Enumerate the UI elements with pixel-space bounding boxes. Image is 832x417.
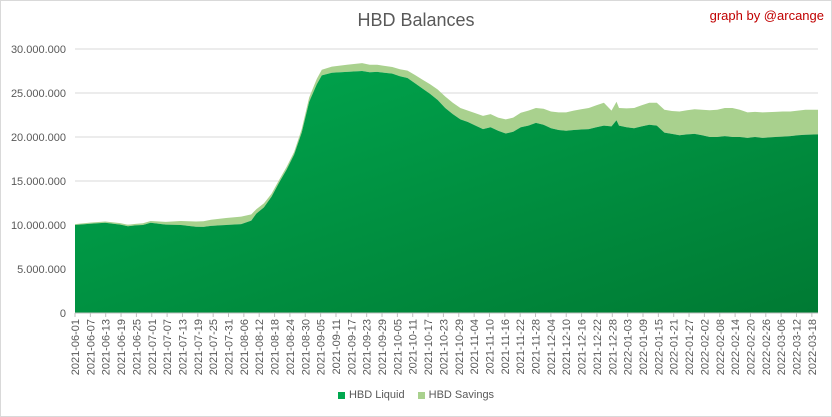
x-tick-label: 2021-06-13 <box>101 319 113 375</box>
x-tick-label: 2021-07-07 <box>162 319 174 375</box>
legend: HBD Liquid HBD Savings <box>0 389 832 402</box>
legend-label-savings: HBD Savings <box>428 389 495 401</box>
x-tick-label: 2021-12-10 <box>561 319 573 375</box>
x-tick-label: 2021-12-04 <box>546 319 558 375</box>
x-tick-label: 2021-06-25 <box>131 319 143 375</box>
x-tick-label: 2022-01-09 <box>638 319 650 375</box>
x-tick-label: 2021-08-12 <box>254 319 266 375</box>
x-tick-label: 2022-02-20 <box>745 319 757 375</box>
x-tick-label: 2021-11-04 <box>469 319 481 374</box>
x-tick-label: 2021-07-01 <box>147 319 159 375</box>
x-tick-label: 2021-06-07 <box>85 319 97 375</box>
x-tick-label: 2021-08-24 <box>285 319 297 375</box>
x-tick-label: 2021-09-05 <box>316 319 328 375</box>
x-tick-label: 2021-12-22 <box>592 319 604 375</box>
x-tick-label: 2022-03-18 <box>807 319 819 375</box>
x-tick-label: 2021-07-19 <box>193 319 205 375</box>
x-tick-label: 2021-10-29 <box>454 319 466 375</box>
legend-item-savings: HBD Savings <box>417 389 495 401</box>
legend-item-liquid: HBD Liquid <box>337 389 405 401</box>
y-tick-label: 20.000.000 <box>11 132 66 144</box>
x-tick-label: 2022-02-14 <box>730 319 742 375</box>
x-tick-label: 2021-09-17 <box>346 319 358 375</box>
y-tick-label: 25.000.000 <box>11 88 66 100</box>
x-tick-label: 2021-11-22 <box>515 319 527 374</box>
x-tick-label: 2021-08-06 <box>239 319 251 375</box>
x-tick-label: 2021-07-31 <box>224 319 236 375</box>
x-tick-label: 2021-11-16 <box>500 319 512 374</box>
y-tick-label: 30.000.000 <box>11 44 66 56</box>
x-tick-label: 2021-09-29 <box>377 319 389 375</box>
x-tick-label: 2021-10-17 <box>423 319 435 375</box>
x-tick-label: 2021-11-28 <box>531 319 543 374</box>
x-tick-label: 2022-03-12 <box>792 319 804 375</box>
x-tick-label: 2022-02-08 <box>715 319 727 375</box>
series-area-liquid <box>75 71 818 313</box>
chart-credit: graph by @arcange <box>709 8 824 23</box>
x-tick-label: 2022-03-06 <box>776 319 788 375</box>
x-tick-label: 2021-09-23 <box>362 319 374 375</box>
x-tick-label: 2021-07-13 <box>177 319 189 375</box>
x-tick-label: 2021-06-19 <box>116 319 128 375</box>
x-tick-label: 2022-02-02 <box>699 319 711 375</box>
x-tick-label: 2022-01-15 <box>653 319 665 375</box>
x-tick-label: 2022-01-03 <box>623 319 635 375</box>
y-tick-label: 15.000.000 <box>11 176 66 188</box>
chart-title: HBD Balances <box>357 10 475 30</box>
x-tick-label: 2022-02-26 <box>761 319 773 375</box>
x-tick-label: 2021-08-30 <box>300 319 312 375</box>
x-tick-label: 2021-10-05 <box>392 319 404 375</box>
legend-label-liquid: HBD Liquid <box>348 389 405 401</box>
x-tick-label: 2021-12-28 <box>607 319 619 375</box>
x-tick-label: 2021-10-23 <box>438 319 450 375</box>
x-tick-label: 2021-06-01 <box>70 319 82 375</box>
legend-swatch-liquid <box>337 391 345 399</box>
x-tick-label: 2021-09-11 <box>331 319 343 374</box>
x-tick-label: 2021-10-11 <box>408 319 420 374</box>
x-tick-label: 2021-07-25 <box>208 319 220 375</box>
legend-swatch-savings <box>417 391 425 399</box>
x-tick-label: 2021-12-16 <box>577 319 589 375</box>
series-areas <box>75 63 818 313</box>
y-tick-label: 0 <box>60 308 66 320</box>
y-axis: 0 5.000.000 10.000.000 15.000.000 20.000.000… <box>11 44 66 320</box>
x-tick-label: 2022-01-27 <box>684 319 696 375</box>
x-tick-label: 2021-08-18 <box>270 319 282 375</box>
x-axis: 2021-06-01 2021-06-07 2021-06-13 2021-06-19… <box>70 312 819 375</box>
x-tick-label: 2021-11-10 <box>484 319 496 374</box>
y-tick-label: 10.000.000 <box>11 220 66 232</box>
y-tick-label: 5.000.000 <box>17 264 66 276</box>
x-tick-label: 2022-01-21 <box>669 319 681 375</box>
